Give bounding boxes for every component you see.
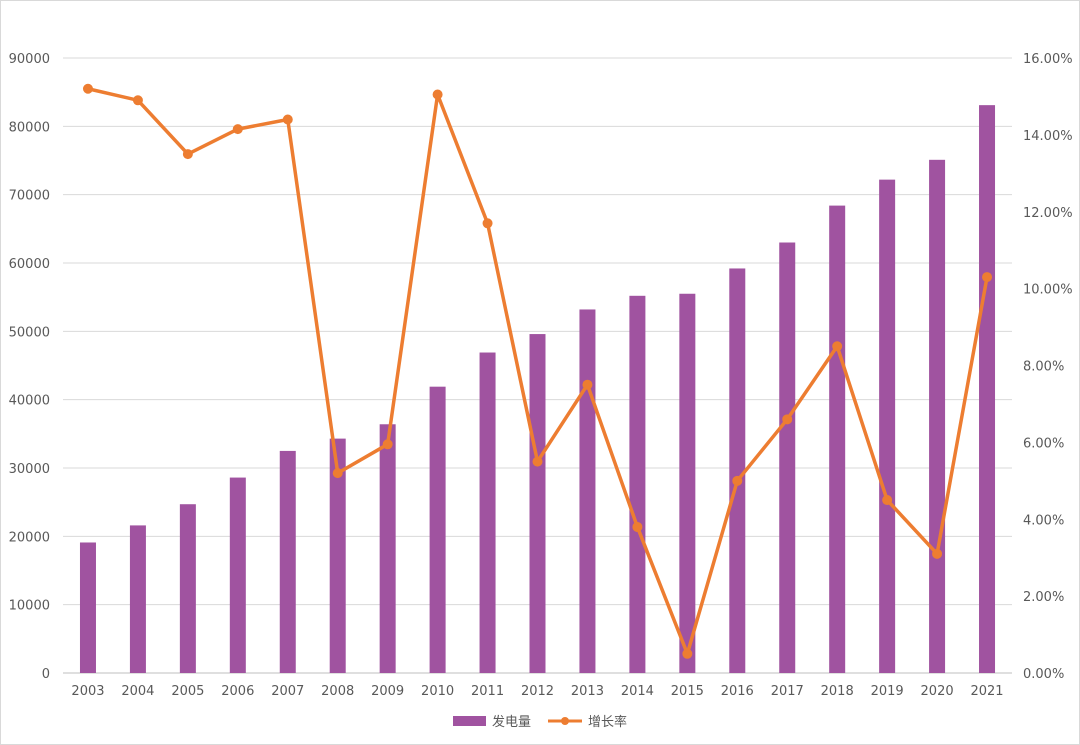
legend-swatch-marker [561,717,569,725]
bar [529,334,546,673]
bar [979,105,996,673]
bar [929,159,946,674]
bar [79,542,96,673]
bar [379,424,396,673]
y-left-tick-label: 60000 [9,257,50,272]
line-point [82,83,93,94]
bar-series [79,105,996,674]
x-tick-label: 2010 [421,684,454,699]
y-left-tick-label: 20000 [9,530,50,545]
line-point [682,648,693,659]
line-point [132,95,143,106]
line-point [432,89,443,100]
bar [179,504,196,673]
bar [279,450,296,673]
y-left-tick-label: 10000 [9,599,50,614]
y-left-tick-label: 50000 [9,325,50,340]
bar [329,438,346,673]
y-left-tick-label: 80000 [9,120,50,135]
x-tick-label: 2016 [721,684,754,699]
x-axis-ticks: 2003 2004 2005 2006 2007 2008 2009 2010 2011 2012… [71,684,1003,699]
y-right-tick-label: 4.00% [1023,513,1064,528]
x-tick-label: 2009 [371,684,404,699]
y-left-tick-label: 0 [42,667,50,682]
legend-swatch-bar [453,716,486,726]
x-tick-label: 2017 [771,684,804,699]
right-axis-ticks: 0.00% 2.00% 4.00% 6.00% 8.00% 10.00% 12.00% 14.… [1023,52,1073,682]
legend-label-bar: 发电量 [492,714,531,730]
x-tick-label: 2004 [121,684,154,699]
bar [729,268,746,673]
line-point [882,495,893,506]
bar [629,295,646,673]
y-right-tick-label: 16.00% [1023,52,1073,67]
x-tick-label: 2005 [171,684,204,699]
bar [679,293,696,673]
x-tick-label: 2007 [271,684,304,699]
y-right-tick-label: 10.00% [1023,283,1073,298]
y-right-tick-label: 14.00% [1023,129,1073,144]
line-point [182,149,193,160]
y-left-tick-label: 90000 [9,52,50,67]
x-tick-label: 2019 [871,684,904,699]
line-point [782,414,793,425]
x-tick-label: 2012 [521,684,554,699]
line-point [282,114,293,125]
bar [879,179,896,673]
y-right-tick-label: 0.00% [1023,667,1064,682]
x-tick-label: 2018 [821,684,854,699]
line-series [82,83,993,659]
x-tick-label: 2014 [621,684,654,699]
legend-label-line: 增长率 [588,714,627,730]
line-point [932,548,943,559]
line-point [532,456,543,467]
x-tick-label: 2008 [321,684,354,699]
x-tick-label: 2020 [921,684,954,699]
bar [229,477,246,673]
y-left-tick-label: 40000 [9,394,50,409]
bar [429,386,446,673]
legend: 发电量 增长率 [453,714,627,730]
bar [829,205,846,673]
y-right-tick-label: 12.00% [1023,206,1073,221]
x-tick-label: 2021 [970,684,1003,699]
y-right-tick-label: 6.00% [1023,436,1064,451]
line-point [732,475,743,486]
line-point [982,272,993,283]
line-point [832,341,843,352]
x-tick-label: 2011 [471,684,504,699]
line-point [232,124,243,135]
gridlines [63,57,1012,674]
x-tick-label: 2006 [221,684,254,699]
line-point [332,468,343,479]
line-point [582,379,593,390]
line-point [482,218,493,229]
bar [129,525,146,673]
bar [479,352,496,673]
line-point [382,439,393,450]
bar [779,242,796,673]
x-tick-label: 2015 [671,684,704,699]
left-axis-ticks: 0 10000 20000 30000 40000 50000 60000 70000 8000… [9,52,50,682]
y-right-tick-label: 8.00% [1023,360,1064,375]
y-right-tick-label: 2.00% [1023,590,1064,605]
line-point [632,521,643,532]
bar [579,309,596,673]
x-tick-label: 2003 [71,684,104,699]
y-left-tick-label: 70000 [9,189,50,204]
x-tick-label: 2013 [571,684,604,699]
y-left-tick-label: 30000 [9,462,50,477]
